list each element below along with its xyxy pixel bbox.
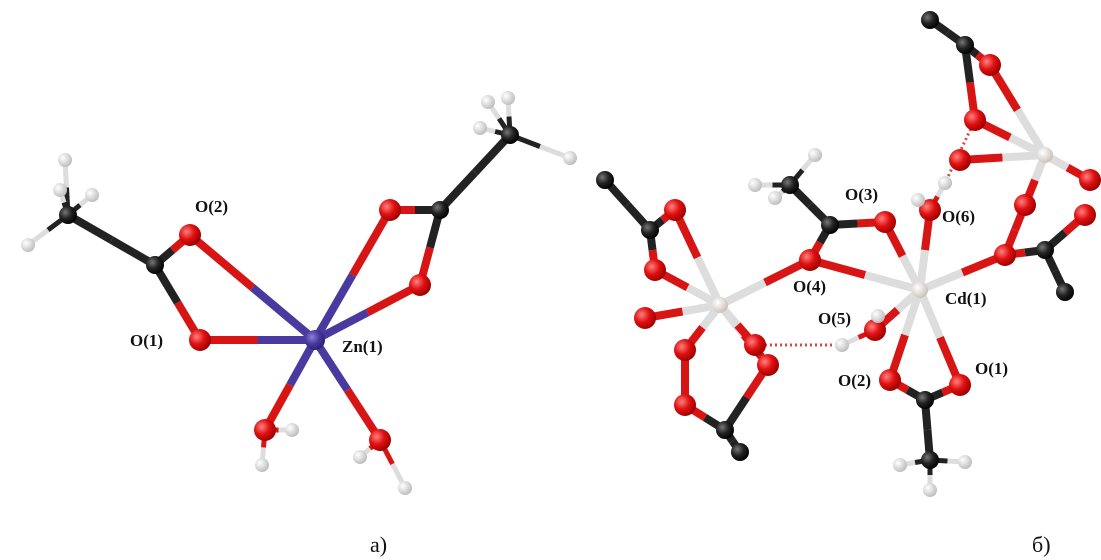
atom bbox=[879, 369, 901, 391]
atom bbox=[1014, 194, 1036, 216]
atom bbox=[501, 91, 515, 105]
bond-half bbox=[353, 210, 391, 275]
atom bbox=[958, 455, 972, 469]
atom bbox=[189, 329, 211, 351]
atom-label: O(5) bbox=[818, 309, 851, 328]
atom bbox=[1037, 147, 1053, 163]
labels: O(2) O(1) Zn(1) a) O(3) O(6) O(4) Cd(1) … bbox=[130, 185, 1051, 557]
atom bbox=[716, 421, 734, 439]
atom bbox=[874, 211, 896, 233]
atom bbox=[748, 178, 762, 192]
atom bbox=[1079, 169, 1101, 191]
atom bbox=[916, 391, 934, 409]
atom bbox=[835, 338, 849, 352]
atom bbox=[596, 171, 614, 189]
atom-label: O(2) bbox=[195, 197, 228, 216]
atom bbox=[674, 339, 696, 361]
atom-label: O(6) bbox=[942, 207, 975, 226]
atom bbox=[641, 221, 659, 239]
atom bbox=[731, 443, 749, 461]
atom bbox=[757, 354, 779, 376]
atom bbox=[808, 148, 822, 162]
atom bbox=[911, 193, 925, 207]
atom bbox=[21, 238, 35, 252]
atom bbox=[921, 11, 939, 29]
atom bbox=[85, 188, 99, 202]
atom bbox=[1074, 204, 1096, 226]
atom bbox=[481, 95, 495, 109]
atom bbox=[674, 394, 696, 416]
atom bbox=[353, 450, 367, 464]
atom bbox=[956, 36, 974, 54]
atom bbox=[398, 481, 412, 495]
atom bbox=[821, 216, 839, 234]
bond-half bbox=[253, 288, 316, 341]
atom bbox=[285, 423, 299, 437]
atom bbox=[949, 374, 971, 396]
atom bbox=[949, 149, 971, 171]
bond-half bbox=[190, 235, 253, 288]
atom-label: O(2) bbox=[838, 371, 871, 390]
atom bbox=[799, 249, 821, 271]
atom bbox=[744, 334, 766, 356]
atom bbox=[563, 151, 577, 165]
atom bbox=[634, 307, 656, 329]
atom bbox=[781, 176, 799, 194]
atom bbox=[912, 282, 928, 298]
atom-label: O(1) bbox=[130, 331, 163, 350]
atom bbox=[923, 483, 937, 497]
caption: б) bbox=[1032, 532, 1051, 557]
atom-label: O(3) bbox=[845, 185, 878, 204]
atom bbox=[146, 256, 164, 274]
atom bbox=[938, 176, 952, 190]
atom bbox=[1036, 241, 1054, 259]
atom bbox=[255, 458, 269, 472]
atom bbox=[768, 191, 782, 205]
atom bbox=[921, 451, 939, 469]
atom bbox=[305, 330, 325, 350]
caption: a) bbox=[370, 532, 387, 557]
atom bbox=[893, 458, 907, 472]
atom bbox=[964, 109, 986, 131]
atom bbox=[644, 259, 666, 281]
atom-label: Cd(1) bbox=[945, 289, 987, 308]
atom bbox=[431, 201, 449, 219]
atom bbox=[58, 153, 72, 167]
atom bbox=[994, 244, 1016, 266]
atom bbox=[179, 224, 201, 246]
atom-label: Zn(1) bbox=[342, 337, 383, 356]
atom bbox=[473, 121, 487, 135]
atom bbox=[254, 419, 276, 441]
atom bbox=[379, 199, 401, 221]
atom bbox=[871, 309, 885, 323]
figure: O(2) O(1) Zn(1) a) O(3) O(6) O(4) Cd(1) … bbox=[0, 0, 1101, 560]
atom-label: O(4) bbox=[793, 277, 826, 296]
atom bbox=[53, 183, 67, 197]
molecule-diagram: O(2) O(1) Zn(1) a) O(3) O(6) O(4) Cd(1) … bbox=[0, 0, 1101, 560]
atom bbox=[409, 274, 431, 296]
atom bbox=[369, 429, 391, 451]
atom bbox=[1056, 283, 1074, 301]
atoms bbox=[21, 11, 1101, 497]
atom bbox=[501, 126, 519, 144]
atom bbox=[979, 54, 1001, 76]
atom-label: O(1) bbox=[975, 359, 1008, 378]
atom bbox=[59, 206, 77, 224]
atom bbox=[712, 297, 728, 313]
atom bbox=[664, 199, 686, 221]
bonds bbox=[28, 20, 1090, 490]
